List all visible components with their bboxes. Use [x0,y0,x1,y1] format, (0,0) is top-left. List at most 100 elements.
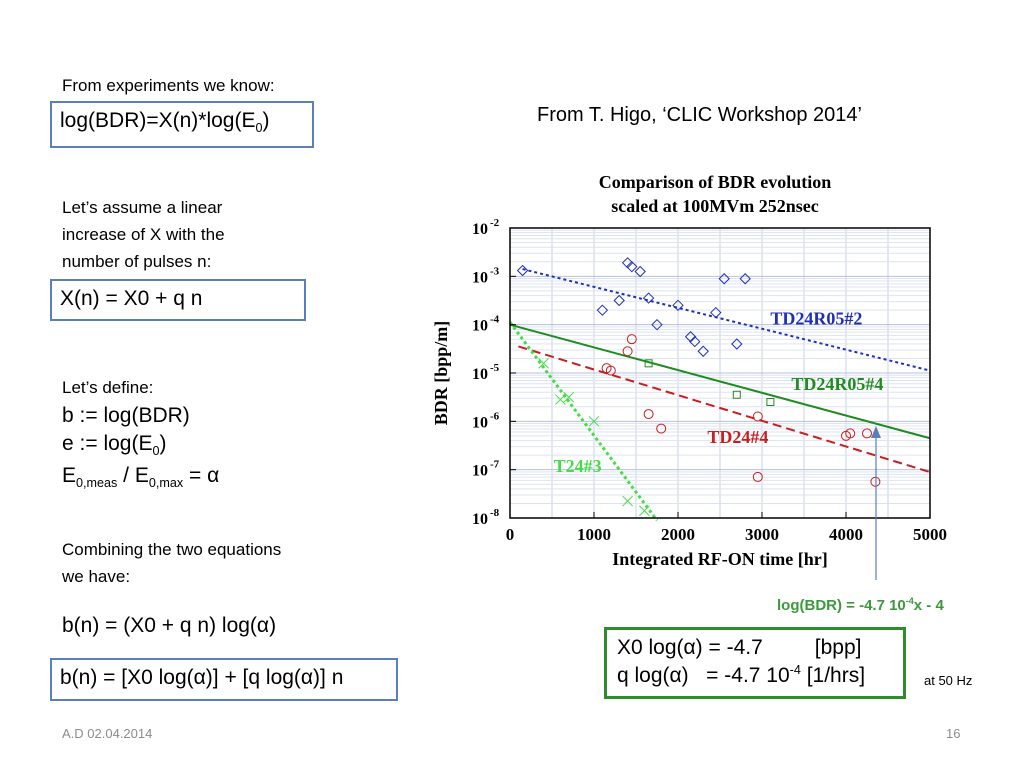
assumption-text: Let’s assume a linear increase of X with… [62,194,225,275]
data-point [689,335,701,348]
data-point-stroke [622,495,633,507]
x-tick-label: 0 [506,525,515,544]
data-point [697,345,709,357]
data-point-stroke [538,357,549,369]
fit-line [518,345,931,474]
definition-alpha: E0,meas / E0,max = α [62,464,220,491]
data-point [563,391,575,403]
fit-line [508,321,659,522]
frequency-note: at 50 Hz [924,673,973,688]
data-point [739,273,751,285]
data-point [538,357,549,369]
data-point [651,318,663,331]
result-line-1: X0 log(α) = -4.7 [bpp] [617,636,862,659]
x-tick-label: 4000 [829,525,863,544]
definitions: Let’s define: b := log(BDR) e := log(E0)… [62,374,219,490]
assumption-line: increase of X with the [62,225,225,244]
x-tick-label: 5000 [913,525,947,544]
data-point [588,415,600,427]
data-point [626,260,638,273]
plot-frame [509,227,931,519]
data-point [639,505,650,517]
data-point [644,359,653,368]
result-box: X0 log(α) = -4.7 [bpp] q log(α) = -4.7 10… [604,627,906,699]
data-point [605,365,616,376]
y-tick-exponent: -3 [490,265,500,277]
y-tick-exponent: -8 [490,507,500,519]
assumption-line: number of pulses n: [62,252,212,271]
source-citation: From T. Higo, ‘CLIC Workshop 2014’ [537,104,862,126]
data-point [642,292,655,304]
series-label: T24#3 [554,456,602,476]
data-point [672,299,684,312]
equation-box-4: b(n) = [X0 log(α)] + [q log(α)] n [50,658,398,701]
bdr-chart: Comparison of BDR evolution scaled at 10… [431,172,947,580]
x-tick-label: 1000 [577,525,611,544]
footer-date: A.D 02.04.2014 [62,726,153,741]
data-point [752,471,763,482]
page-number: 16 [946,726,961,741]
data-point [626,334,637,345]
x-axis-label: Integrated RF-ON time [hr] [612,549,827,569]
definitions-title: Let’s define: [62,378,154,397]
equation-1-end: ) [262,109,270,132]
definition-e: e := log(E0) [62,432,167,459]
data-point [596,304,609,316]
data-point [845,428,856,439]
y-tick-label: 10 [472,366,488,383]
equation-box-1: log(BDR)=X(n)*log(E0) [50,101,314,148]
data-point [622,495,633,507]
data-point [622,346,633,357]
data-point [643,409,654,420]
series-label: TD24R05#4 [791,374,883,394]
chart-title-line-2: scaled at 100MVm 252nsec [611,196,818,216]
assumption-line: Let’s assume a linear [62,198,223,217]
fit-label: log(BDR) = -4.7 10-4x - 4 [777,596,944,615]
equation-2: X(n) = X0 + q n [60,287,203,310]
data-point [613,294,625,307]
y-tick-exponent: -4 [490,314,500,326]
result-line-2: q log(α) = -4.7 10-4 [1/hrs] [617,663,866,687]
data-point [634,265,646,278]
equation-3: b(n) = (X0 + q n) log(α) [62,614,277,637]
series-label: TD24R05#2 [770,309,862,329]
y-tick-label: 10 [472,221,488,238]
data-point-stroke [588,415,600,427]
data-point-stroke [563,391,575,403]
data-point [718,273,730,285]
y-tick-label: 10 [472,463,488,480]
fit-line [509,323,931,440]
fit-annotation-arrowhead [871,426,881,438]
data-point-stroke [555,394,566,405]
definition-b: b := log(BDR) [62,404,190,427]
data-point [731,338,743,350]
y-axis-label: BDR [bpp/m] [431,321,451,426]
series-label: TD24#4 [707,427,768,447]
y-tick-label: 10 [472,511,488,528]
equation-4: b(n) = [X0 log(α)] + [q log(α)] n [60,666,344,689]
x-tick-label: 3000 [745,525,779,544]
equation-box-2: X(n) = X0 + q n [50,279,306,321]
combining-text: Combining the two equations we have: [62,540,282,586]
fit-line [522,268,931,372]
equation-1-main: log(BDR)=X(n)*log(E [60,109,256,132]
y-tick-exponent: -2 [490,217,500,229]
y-tick-exponent: -7 [490,459,500,471]
data-point [710,306,722,319]
data-point [862,428,872,439]
data-point [656,423,667,434]
data-point [516,264,529,277]
data-point-stroke [639,505,650,517]
data-point [732,390,741,399]
data-point [555,394,566,405]
y-tick-exponent: -6 [490,410,500,422]
equation-1-sub: 0 [255,121,263,136]
y-tick-exponent: -5 [490,362,500,374]
data-point [766,398,775,406]
intro-text: From experiments we know: [62,76,275,95]
data-point [752,411,763,422]
x-tick-label: 2000 [661,525,695,544]
y-tick-label: 10 [472,269,488,286]
y-tick-label: 10 [472,318,488,335]
chart-title-line-1: Comparison of BDR evolution [599,172,832,192]
